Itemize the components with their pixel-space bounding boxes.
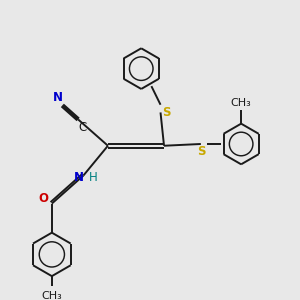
Text: S: S: [197, 145, 206, 158]
Text: N: N: [74, 171, 84, 184]
Text: CH₃: CH₃: [231, 98, 251, 108]
Text: CH₃: CH₃: [41, 292, 62, 300]
Text: N: N: [53, 91, 63, 104]
Text: H: H: [89, 171, 98, 184]
Text: S: S: [162, 106, 171, 119]
Text: O: O: [38, 192, 48, 205]
Text: C: C: [78, 121, 86, 134]
